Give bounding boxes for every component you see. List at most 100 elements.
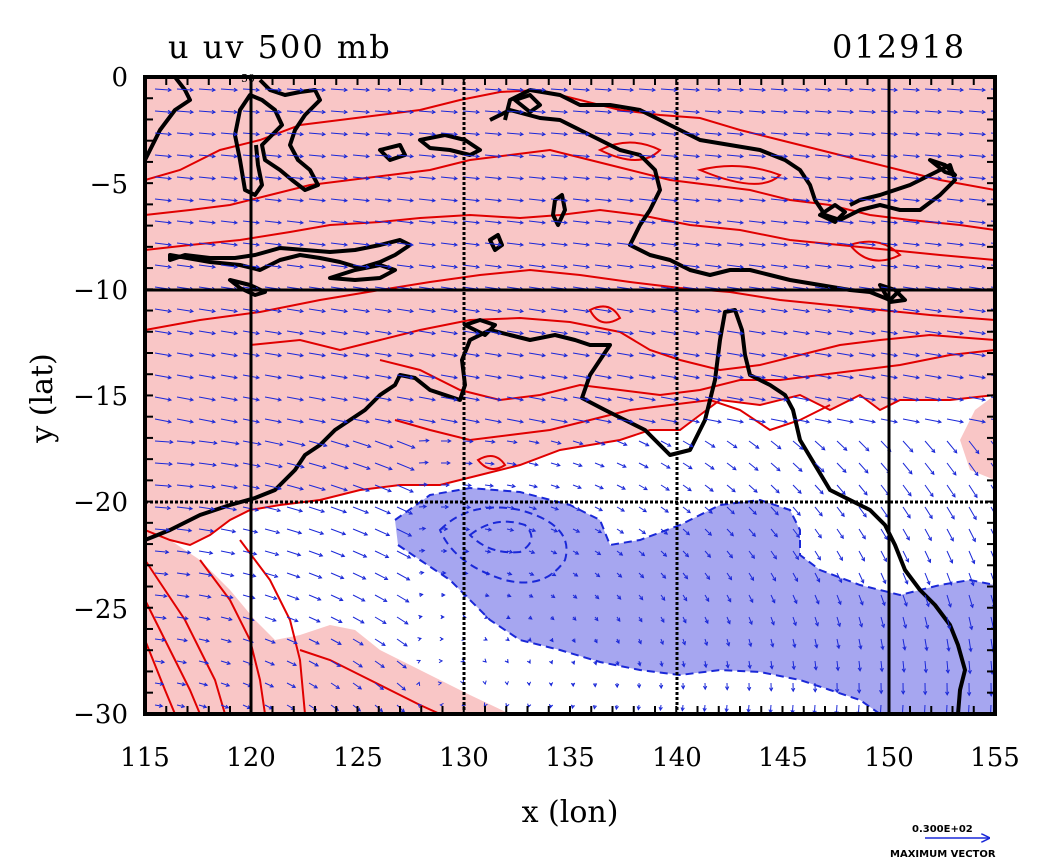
wind-vector bbox=[704, 132, 722, 135]
wind-vector-head bbox=[695, 109, 701, 115]
wind-vector-head bbox=[381, 642, 386, 646]
wind-vector-head bbox=[541, 397, 547, 402]
wind-vector-head bbox=[233, 198, 239, 203]
wind-vector bbox=[704, 374, 722, 379]
wind-vector-head bbox=[211, 484, 217, 489]
wind-vector bbox=[396, 396, 414, 401]
wind-vector-head bbox=[703, 685, 708, 691]
wind-vector bbox=[836, 110, 854, 113]
wind-vector bbox=[946, 550, 953, 564]
wind-vector-head bbox=[548, 704, 554, 709]
wind-vector bbox=[990, 440, 995, 448]
wind-vector-head bbox=[189, 109, 195, 115]
wind-vector-head bbox=[317, 574, 323, 579]
wind-vector bbox=[660, 132, 678, 135]
wind-vector-head bbox=[366, 465, 371, 470]
wind-vector-head bbox=[651, 375, 657, 380]
x-tick-label: 130 bbox=[439, 743, 489, 773]
wind-vector-head bbox=[726, 642, 731, 647]
wind-vector-head bbox=[953, 449, 958, 454]
wind-vector-head bbox=[1015, 733, 1018, 736]
wind-vector-head bbox=[710, 465, 715, 470]
wind-vector-head bbox=[167, 154, 173, 159]
wind-vector bbox=[1013, 507, 1020, 520]
wind-vector-head bbox=[291, 684, 297, 688]
wind-vector-head bbox=[717, 220, 723, 225]
wind-vector-head bbox=[1004, 265, 1007, 268]
wind-vector-head bbox=[739, 308, 745, 314]
wind-vector-head bbox=[857, 689, 862, 694]
wind-vector bbox=[198, 198, 216, 202]
wind-vector bbox=[550, 506, 559, 511]
wind-vector-head bbox=[563, 353, 569, 358]
wind-vector bbox=[660, 440, 671, 447]
wind-vector-head bbox=[862, 513, 867, 518]
wind-vector-head bbox=[212, 462, 217, 467]
wind-vector-head bbox=[320, 508, 326, 514]
wind-vector bbox=[858, 132, 876, 135]
wind-vector bbox=[836, 330, 854, 335]
wind-vector bbox=[924, 154, 942, 157]
wind-vector bbox=[154, 176, 172, 180]
wind-vector-head bbox=[227, 733, 230, 736]
wind-vector-head bbox=[937, 132, 943, 137]
wind-vector bbox=[946, 462, 957, 476]
wind-vector bbox=[946, 440, 958, 454]
wind-vector-head bbox=[607, 154, 613, 159]
wind-vector bbox=[726, 176, 744, 180]
wind-vector bbox=[484, 330, 502, 335]
wind-vector bbox=[726, 638, 730, 646]
wind-vector bbox=[264, 242, 282, 246]
wind-vector-head bbox=[557, 440, 562, 445]
wind-vector bbox=[352, 198, 370, 202]
wind-vector bbox=[704, 418, 722, 423]
wind-vector-head bbox=[937, 87, 943, 92]
wind-vector-head bbox=[621, 485, 626, 490]
wind-vector-head bbox=[595, 573, 601, 578]
wind-vector bbox=[572, 374, 590, 379]
wind-vector-head bbox=[528, 615, 533, 620]
wind-vector bbox=[572, 418, 590, 423]
wind-vector bbox=[704, 506, 713, 514]
wind-vector-head bbox=[841, 490, 846, 496]
wind-vector-head bbox=[417, 637, 422, 642]
wind-vector-head bbox=[838, 578, 843, 584]
wind-vector bbox=[154, 418, 172, 423]
wind-vector-head bbox=[549, 660, 553, 665]
wind-vector-head bbox=[959, 220, 965, 225]
wind-vector bbox=[748, 484, 758, 493]
wind-vector-head bbox=[594, 617, 599, 622]
wind-vector bbox=[968, 176, 986, 180]
wind-vector-head bbox=[861, 733, 864, 736]
wind-vector-head bbox=[409, 308, 415, 314]
wind-vector bbox=[528, 374, 546, 379]
wind-vector bbox=[968, 220, 986, 224]
wind-vector-head bbox=[506, 615, 511, 620]
wind-vector bbox=[220, 616, 232, 621]
wind-vector bbox=[198, 418, 216, 423]
wind-vector-head bbox=[382, 620, 387, 624]
wind-vector-head bbox=[519, 353, 525, 358]
wind-vector-head bbox=[915, 132, 921, 137]
wind-vector bbox=[660, 484, 670, 491]
wind-vector-head bbox=[893, 87, 899, 92]
wind-vector-head bbox=[269, 683, 275, 688]
wind-vector-head bbox=[843, 446, 848, 452]
wind-vector bbox=[308, 352, 326, 357]
wind-vector bbox=[682, 374, 700, 379]
wind-vector bbox=[506, 308, 524, 312]
wind-vector-head bbox=[298, 508, 304, 513]
wind-vector-head bbox=[189, 87, 195, 92]
wind-vector-head bbox=[728, 554, 734, 559]
wind-vector-head bbox=[637, 662, 642, 667]
wind-vector-head bbox=[255, 220, 261, 225]
wind-vector bbox=[638, 484, 648, 491]
wind-vector bbox=[264, 418, 282, 423]
wind-vector bbox=[220, 176, 238, 180]
wind-vector-head bbox=[321, 242, 327, 247]
wind-vector bbox=[528, 264, 546, 268]
wind-vector bbox=[550, 330, 568, 335]
wind-vector-head bbox=[526, 659, 531, 664]
wind-vector bbox=[638, 572, 644, 578]
wind-vector-head bbox=[519, 397, 525, 402]
